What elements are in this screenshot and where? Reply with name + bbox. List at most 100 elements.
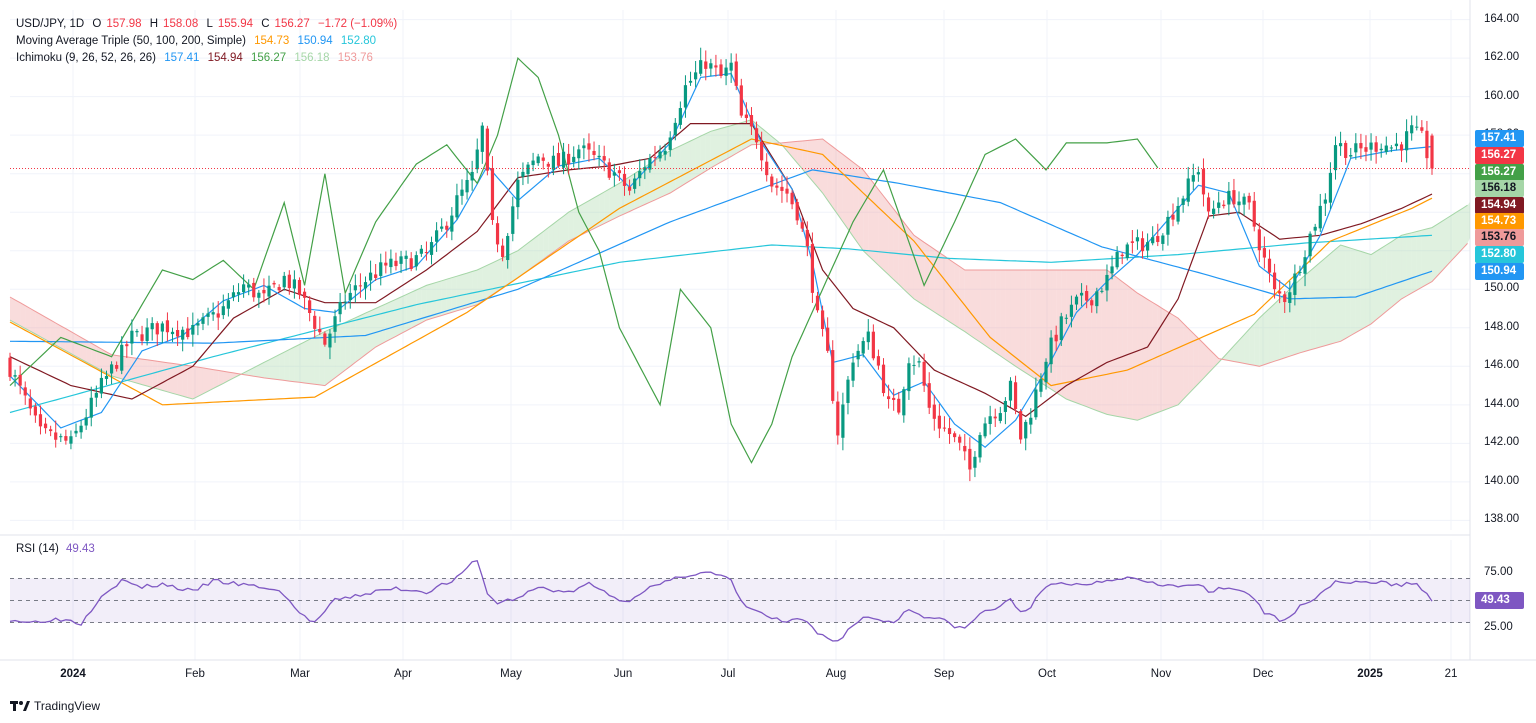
candle-body xyxy=(1176,205,1180,222)
candle-body xyxy=(541,157,545,161)
candle-down xyxy=(384,251,388,274)
time-tick-label: Jun xyxy=(613,668,633,680)
cloud-bullish-segment xyxy=(1447,214,1453,266)
candle-body xyxy=(709,63,713,69)
ichimoku-legend-name[interactable]: Ichimoku (9, 26, 52, 26, 26) xyxy=(16,52,156,64)
candle-down xyxy=(749,107,754,135)
candle-body xyxy=(754,128,759,143)
candle-body xyxy=(658,151,662,159)
candle-up xyxy=(1415,115,1419,131)
candle-up xyxy=(988,405,992,435)
cloud-bullish-segment xyxy=(1305,270,1311,352)
cloud-bullish-segment xyxy=(1381,244,1387,316)
candle-up xyxy=(89,386,93,427)
candle-body xyxy=(338,301,342,315)
candle-body xyxy=(1161,235,1165,244)
candle-up xyxy=(1110,255,1114,280)
candle-up xyxy=(440,218,444,232)
cloud-bullish-segment xyxy=(538,231,544,264)
cloud-bullish-segment xyxy=(350,317,356,367)
candle-body xyxy=(18,374,22,386)
candle-body xyxy=(374,274,378,278)
candle-up xyxy=(1024,419,1028,451)
symbol-label[interactable]: USD/JPY, 1D xyxy=(16,18,85,30)
candle-up xyxy=(242,274,246,298)
candle-down xyxy=(785,176,789,203)
cloud-bullish-segment xyxy=(294,344,300,383)
candle-body xyxy=(800,222,804,229)
candle-up xyxy=(1125,242,1129,261)
cloud-bearish-segment xyxy=(86,340,92,365)
candle-up xyxy=(1410,115,1414,141)
candle-down xyxy=(739,78,743,118)
cloud-bearish-segment xyxy=(1035,270,1041,383)
cloud-bullish-segment xyxy=(715,128,721,166)
cloud-bearish-segment xyxy=(70,331,77,357)
candle-up xyxy=(633,173,637,194)
ma-legend-name[interactable]: Moving Average Triple (50, 100, 200, Sim… xyxy=(16,35,246,47)
cloud-bullish-segment xyxy=(599,192,605,227)
candle-up xyxy=(1212,200,1216,219)
cloud-bullish-segment xyxy=(1325,253,1331,346)
candle-body xyxy=(1186,178,1190,202)
candle-up xyxy=(1079,283,1084,307)
candle-up xyxy=(1349,147,1353,159)
cloud-bullish-segment xyxy=(680,143,686,187)
candle-body xyxy=(1029,417,1033,425)
cloud-bullish-segment xyxy=(558,216,564,249)
candle-body xyxy=(1354,143,1358,153)
cloud-bearish-segment xyxy=(15,299,21,326)
candle-up xyxy=(648,153,652,173)
cloud-bullish-segment xyxy=(299,341,305,383)
cloud-bullish-segment xyxy=(1249,323,1255,366)
candle-body xyxy=(947,428,952,435)
candle-body xyxy=(729,62,733,71)
candle-body xyxy=(358,285,363,287)
cloud-bullish-segment xyxy=(533,235,539,267)
rsi-legend-name[interactable]: RSI (14) xyxy=(16,543,59,555)
candle-down xyxy=(216,301,220,331)
price-badge: 156.27 xyxy=(1475,147,1524,164)
cloud-bearish-segment xyxy=(162,361,168,392)
candle-up xyxy=(1044,358,1048,390)
price-badge: 154.73 xyxy=(1475,213,1524,230)
candle-up xyxy=(1181,195,1185,213)
cloud-bullish-segment xyxy=(497,257,503,292)
candle-body xyxy=(1191,175,1195,182)
candle-up xyxy=(435,222,439,252)
candle-down xyxy=(165,312,170,342)
cloud-bullish-segment xyxy=(335,324,341,378)
cloud-bullish-segment xyxy=(517,246,523,278)
candle-up xyxy=(109,361,114,385)
candle-body xyxy=(257,292,261,298)
cloud-bullish-segment xyxy=(507,253,513,285)
candle-down xyxy=(8,352,12,382)
candle-up xyxy=(206,307,210,326)
cloud-bearish-segment xyxy=(1122,281,1128,419)
candle-up xyxy=(1217,191,1221,214)
cloud-bearish-segment xyxy=(76,334,82,360)
candle-body xyxy=(1364,147,1368,152)
cloud-bearish-segment xyxy=(172,363,178,395)
cloud-bullish-segment xyxy=(441,279,447,316)
candle-body xyxy=(1013,382,1018,410)
candle-up xyxy=(282,271,286,291)
cloud-bullish-segment xyxy=(1269,303,1275,363)
candle-body xyxy=(688,80,693,83)
ma200-line xyxy=(9,234,1433,414)
candle-up xyxy=(74,423,78,438)
candle-body xyxy=(953,433,957,438)
candle-body xyxy=(958,436,962,443)
candle-down xyxy=(409,252,413,272)
cloud-bullish-segment xyxy=(578,203,584,237)
candle-down xyxy=(556,142,561,168)
tradingview-logo[interactable]: TradingView xyxy=(10,699,100,713)
candle-up xyxy=(84,408,88,430)
cloud-bullish-segment xyxy=(1223,351,1229,361)
cloud-bullish-segment xyxy=(1340,244,1346,342)
cloud-bullish-segment xyxy=(1264,308,1270,365)
candle-up xyxy=(338,293,342,323)
time-tick-label: Nov xyxy=(1150,668,1172,680)
candle-body xyxy=(831,350,835,401)
